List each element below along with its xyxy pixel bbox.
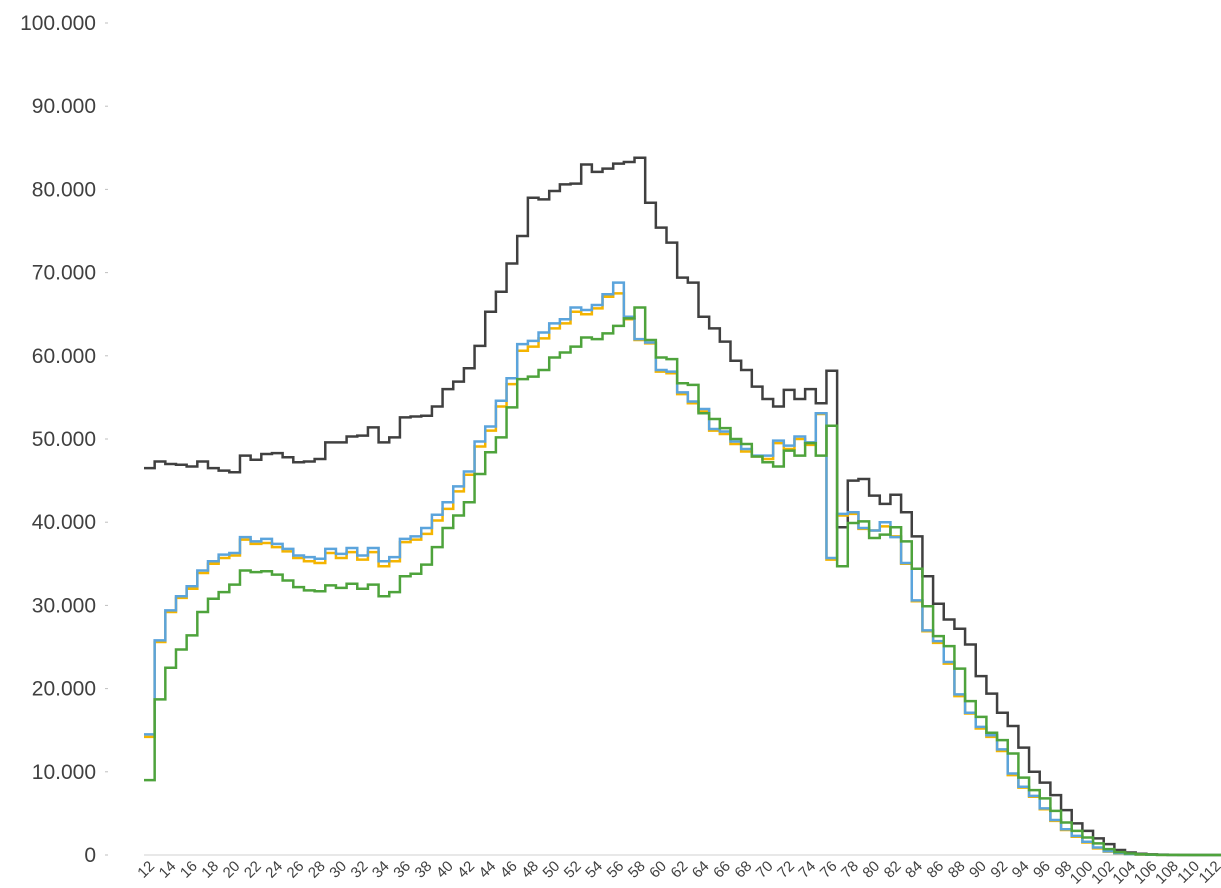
- y-tick-label: 100.000: [20, 12, 96, 35]
- series-line-2: [144, 281, 1221, 857]
- y-tick-label: 90.000: [32, 95, 96, 118]
- series-line-0: [144, 156, 1221, 857]
- y-tick-label: 80.000: [32, 178, 96, 201]
- y-tick-label: 0: [84, 844, 96, 867]
- y-tick-label: 70.000: [32, 262, 96, 285]
- y-tick-label: 40.000: [32, 511, 96, 534]
- y-tick-label: 20.000: [32, 678, 96, 701]
- x-tick-label: 112: [1196, 858, 1221, 887]
- y-tick-label: 30.000: [32, 594, 96, 617]
- y-tick-label: 60.000: [32, 345, 96, 368]
- plot-area: [144, 156, 1221, 857]
- series-line-1: [144, 292, 1221, 857]
- y-axis: 0 10.000 20.000 30.000 40.000 50.000 60.000 70.…: [20, 12, 108, 867]
- y-tick-label: 10.000: [32, 761, 96, 784]
- series-line-3: [144, 306, 1221, 857]
- y-tick-label: 50.000: [32, 428, 96, 451]
- x-axis: 1214161820222426283032343638404244464850…: [134, 854, 1221, 888]
